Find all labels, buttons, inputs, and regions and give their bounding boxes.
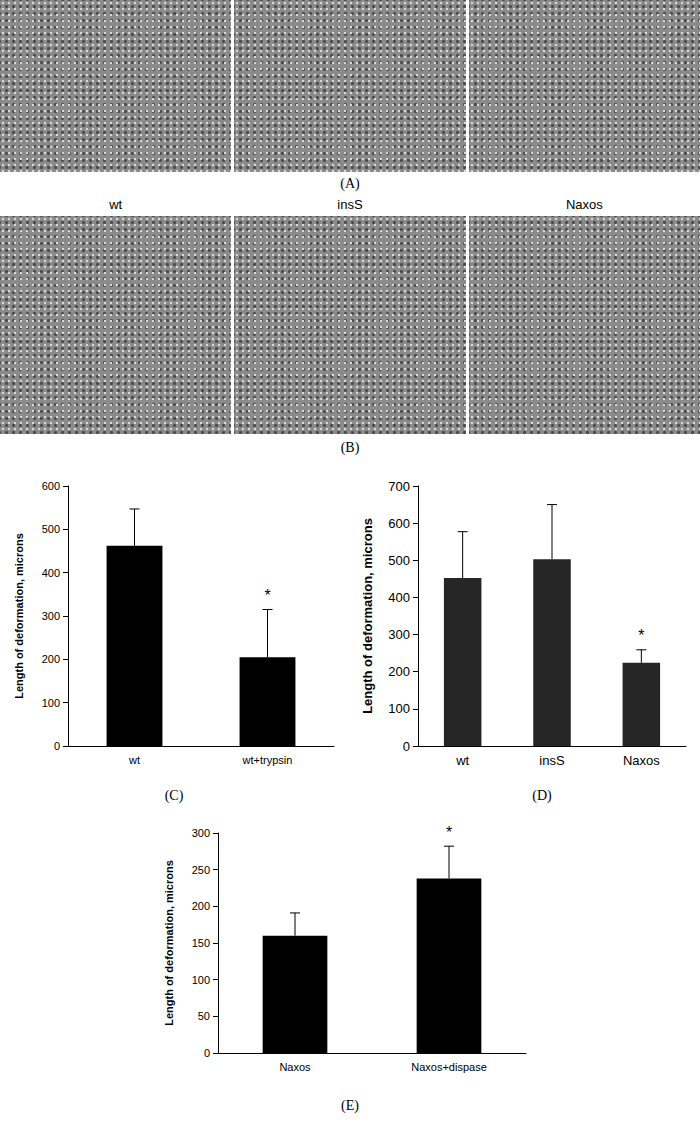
svg-text:300: 300: [42, 610, 60, 622]
svg-text:300: 300: [192, 827, 210, 839]
svg-text:Naxos+dispase: Naxos+dispase: [411, 1061, 487, 1073]
svg-text:0: 0: [204, 1047, 210, 1059]
svg-text:700: 700: [388, 479, 410, 494]
html-text:(E): (E): [341, 1098, 359, 1113]
svg-text:150: 150: [192, 937, 210, 949]
html-text:(C): (C): [164, 788, 184, 803]
svg-text:Length of deformation, microns: Length of deformation, microns: [13, 533, 25, 699]
svg-text:0: 0: [54, 740, 60, 752]
html-text:(B): (B): [340, 440, 360, 455]
html-text:Naxos: Naxos: [565, 197, 603, 212]
svg-text:100: 100: [388, 701, 410, 716]
svg-text:100: 100: [192, 974, 210, 986]
svg-text:600: 600: [388, 516, 410, 531]
svg-text:Length of deformation, microns: Length of deformation, microns: [163, 860, 175, 1026]
html-text:(A): (A): [340, 176, 360, 191]
svg-text:0: 0: [403, 739, 410, 754]
svg-text:500: 500: [388, 553, 410, 568]
html-text:wt: wt: [109, 197, 123, 212]
svg-text:100: 100: [42, 697, 60, 709]
svg-text:*: *: [264, 587, 270, 604]
svg-text:600: 600: [42, 480, 60, 492]
svg-text:200: 200: [388, 664, 410, 679]
svg-text:500: 500: [42, 523, 60, 535]
svg-text:200: 200: [192, 900, 210, 912]
html-text:(D): (D): [532, 788, 552, 803]
svg-text:250: 250: [192, 864, 210, 876]
svg-text:50: 50: [198, 1010, 210, 1022]
svg-text:200: 200: [42, 653, 60, 665]
svg-text:wt: wt: [455, 753, 469, 768]
svg-text:Naxos: Naxos: [279, 1061, 311, 1073]
svg-text:*: *: [446, 824, 452, 841]
svg-text:*: *: [638, 627, 644, 644]
svg-text:wt+trypsin: wt+trypsin: [242, 754, 293, 766]
svg-text:Length of deformation, microns: Length of deformation, microns: [360, 518, 375, 714]
svg-text:insS: insS: [539, 753, 565, 768]
svg-text:300: 300: [388, 627, 410, 642]
svg-text:wt: wt: [128, 754, 140, 766]
html-text:insS: insS: [337, 197, 363, 212]
svg-text:400: 400: [42, 567, 60, 579]
svg-text:400: 400: [388, 590, 410, 605]
svg-text:Naxos: Naxos: [623, 753, 660, 768]
